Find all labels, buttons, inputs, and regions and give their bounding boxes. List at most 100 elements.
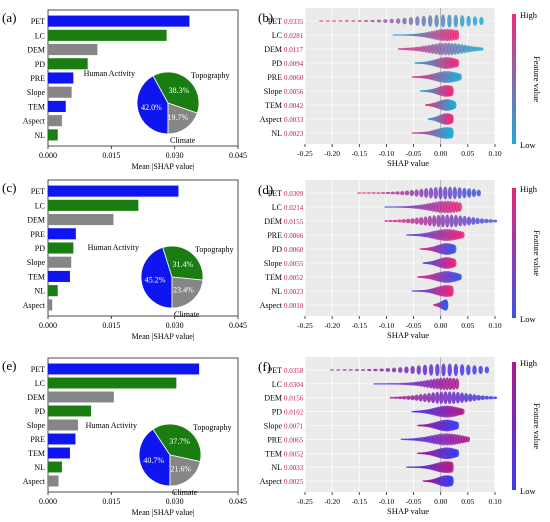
bar-pet (48, 15, 190, 27)
shap-point (370, 19, 375, 23)
shap-point (373, 383, 378, 385)
shap-point (472, 394, 477, 402)
mean-abs-value: 0.0155 (284, 218, 304, 226)
shap-point (459, 44, 465, 54)
feature-label: PRE (267, 231, 282, 240)
shap-point (436, 214, 441, 228)
mean-abs-value: 0.0052 (284, 274, 304, 282)
shap-point (338, 20, 343, 22)
shap-point (414, 394, 419, 401)
colorbar-low-label: Low (520, 486, 536, 496)
x-tick-label: -0.05 (406, 321, 422, 330)
x-axis-label: SHAP value (387, 330, 429, 340)
shap-point (405, 382, 411, 386)
shap-point (492, 396, 498, 399)
pie-percent: 45.2% (145, 276, 166, 285)
shap-point (422, 380, 427, 388)
shap-point (400, 190, 405, 196)
shap-point (449, 114, 454, 124)
shap-point (357, 192, 362, 194)
shap-point (397, 396, 403, 400)
category-label: Slope (27, 88, 46, 97)
shap-point (480, 395, 485, 401)
shap-point (379, 383, 385, 385)
feature-label: DEM (264, 45, 282, 54)
feature-label: Aspect (260, 115, 283, 124)
bar-pet (48, 185, 179, 197)
shap-point (418, 217, 424, 225)
bar-panel-a: (a) PET LC DEM PD PRE Slope TEM Aspect NL 0.000 0.0… (2, 9, 247, 171)
shap-point (472, 46, 478, 52)
shap-point (457, 73, 462, 81)
shap-point (420, 45, 425, 53)
plot-background (305, 180, 495, 316)
pie-slice-human-activity (152, 423, 202, 463)
shap-point (379, 368, 384, 372)
shap-point (484, 366, 490, 374)
x-axis-label: Mean |SHAP value| (132, 332, 195, 341)
pie-label-climate: Climate (172, 488, 198, 497)
shap-point (357, 20, 362, 22)
x-tick-label: -0.20 (324, 497, 340, 506)
shap-point (428, 187, 434, 199)
bar-tem (48, 270, 70, 282)
x-tick-label: 0.015 (102, 151, 120, 160)
shap-point (427, 215, 433, 227)
bar-aspect (48, 299, 53, 311)
pie-slice-topography (169, 454, 201, 487)
shap-point (430, 392, 436, 404)
shap-point (425, 379, 430, 388)
shap-point (445, 377, 450, 391)
shap-point (366, 192, 372, 194)
shap-point (393, 396, 399, 399)
shap-point (414, 46, 419, 52)
shap-point (329, 369, 335, 371)
shap-point (475, 217, 480, 225)
colorbar-title: Feature value (532, 56, 542, 102)
mean-abs-value: 0.0056 (284, 88, 304, 96)
shap-point (399, 382, 404, 385)
x-tick-label: -0.15 (351, 497, 367, 506)
feature-label: Slope (264, 259, 283, 268)
shap-point (443, 391, 448, 405)
shap-point (433, 187, 438, 199)
panel-label: (c) (2, 180, 16, 195)
pie-percent: 31.4% (172, 260, 193, 269)
shap-point (435, 363, 440, 377)
shap-point (360, 369, 366, 371)
shap-point (417, 46, 422, 52)
category-label: PRE (30, 230, 45, 239)
x-tick-label: 0.05 (461, 149, 474, 158)
shap-point (430, 43, 435, 55)
shap-point (405, 218, 411, 224)
shap-point (441, 363, 446, 377)
shap-point (432, 215, 437, 227)
feature-label: Aspect (260, 301, 283, 310)
shap-point (423, 45, 429, 53)
x-tick-label: 0.045 (229, 321, 247, 330)
colorbar-title: Feature value (532, 230, 542, 276)
x-tick-label: -0.10 (379, 149, 395, 158)
x-tick-label: 0.045 (229, 151, 247, 160)
feature-label: Slope (264, 422, 283, 431)
category-label: PRE (30, 74, 45, 83)
shap-point (386, 383, 391, 385)
shap-point (447, 363, 452, 377)
shap-point (342, 369, 347, 371)
shap-point (492, 219, 498, 223)
shap-point (466, 45, 471, 53)
bar-pre (48, 228, 76, 240)
plot-background (305, 357, 495, 492)
pie-label-topography: Topography (193, 423, 232, 432)
shap-point (415, 381, 421, 387)
shap-point (449, 42, 455, 56)
shap-point (456, 43, 461, 55)
pie-slice-climate (136, 75, 169, 135)
shap-point (436, 43, 442, 55)
shap-point (395, 191, 400, 195)
shap-point (459, 364, 465, 376)
shap-point (434, 14, 439, 28)
category-label: Slope (27, 258, 46, 267)
shap-point (462, 187, 467, 199)
shap-point (488, 396, 494, 400)
